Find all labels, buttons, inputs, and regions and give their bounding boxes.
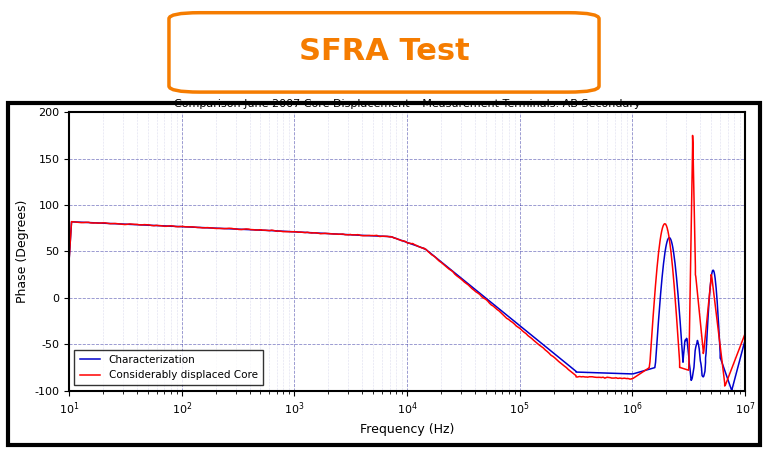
Text: SFRA Test: SFRA Test	[299, 37, 469, 66]
Considerably displaced Core	[65, 257, 74, 262]
Considerably displaced Core	[688, 133, 697, 138]
Characterization	[602, 370, 611, 376]
X-axis label: Frequency (Hz): Frequency (Hz)	[360, 423, 454, 436]
Considerably displaced Core	[740, 331, 750, 337]
Considerably displaced Core	[625, 376, 634, 382]
Considerably displaced Core	[365, 233, 374, 238]
Y-axis label: Phase (Degrees): Phase (Degrees)	[16, 200, 29, 303]
Considerably displaced Core	[677, 365, 686, 370]
Line: Characterization: Characterization	[69, 222, 745, 391]
FancyBboxPatch shape	[169, 13, 599, 92]
Considerably displaced Core	[697, 336, 707, 342]
Characterization	[667, 242, 677, 247]
Considerably displaced Core	[258, 228, 267, 233]
Characterization	[727, 388, 736, 393]
Characterization	[684, 348, 693, 353]
Legend: Characterization, Considerably displaced Core: Characterization, Considerably displaced…	[74, 350, 263, 385]
Characterization	[729, 382, 738, 387]
Considerably displaced Core	[720, 383, 730, 389]
Characterization	[65, 257, 74, 263]
Characterization	[594, 370, 604, 375]
Characterization	[67, 219, 76, 224]
Characterization	[542, 345, 551, 351]
Line: Considerably displaced Core: Considerably displaced Core	[69, 136, 745, 386]
Title: Comparison June 2007 Core Displacement – Measurement Terminals: AB Secondary: Comparison June 2007 Core Displacement –…	[174, 99, 641, 109]
Characterization	[740, 338, 750, 343]
Considerably displaced Core	[738, 337, 747, 342]
